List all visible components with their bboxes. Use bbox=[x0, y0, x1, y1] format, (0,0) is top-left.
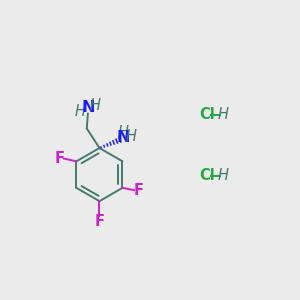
Text: N: N bbox=[81, 100, 95, 115]
Text: H: H bbox=[90, 98, 101, 113]
Text: H: H bbox=[125, 129, 136, 144]
Text: Cl: Cl bbox=[199, 168, 214, 183]
Text: H: H bbox=[75, 104, 86, 119]
Text: F: F bbox=[134, 183, 144, 198]
Text: F: F bbox=[54, 151, 64, 166]
Text: Cl: Cl bbox=[199, 107, 214, 122]
Text: H: H bbox=[218, 107, 229, 122]
Text: N: N bbox=[116, 130, 130, 145]
Text: F: F bbox=[94, 214, 104, 229]
Text: H: H bbox=[218, 168, 229, 183]
Text: H: H bbox=[118, 125, 129, 140]
